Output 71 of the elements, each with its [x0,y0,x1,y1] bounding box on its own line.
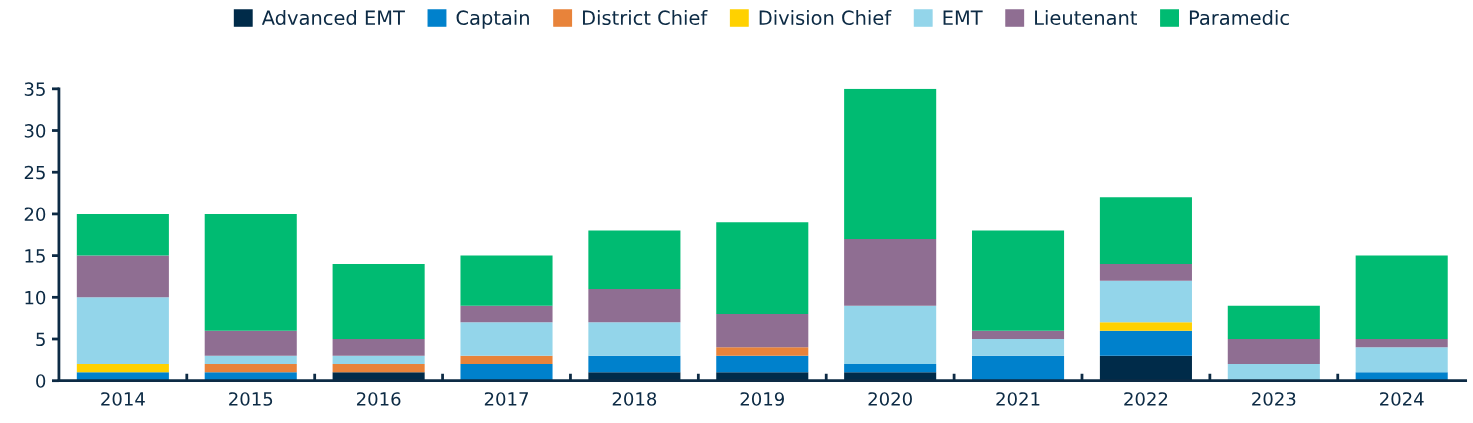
bar [844,88,937,239]
bar [332,364,425,373]
x-tick-label: 2021 [996,392,1040,406]
legend-label: Captain [456,10,529,29]
bar [1355,339,1448,348]
legend-label: District Chief [583,10,708,26]
bar [1227,339,1320,365]
x-tick-label: 2016 [356,392,401,406]
bar [460,364,553,381]
bar [972,330,1065,339]
bar [332,263,425,339]
legend-label: EMT [943,10,983,25]
x-tick-label: 2014 [101,392,145,406]
bar [332,339,425,356]
bar [76,213,169,256]
x-tick-label: 2015 [229,392,273,406]
x-tick-label: 2022 [1124,392,1168,406]
bar [716,222,809,314]
bar [460,305,553,323]
bar [844,305,937,365]
legend-label: Paramedic [1189,10,1289,26]
bar [204,364,297,373]
y-tick-label: 5 [36,332,45,347]
y-tick-label: 0 [36,374,46,388]
legend-label: Division Chief [759,10,892,26]
y-tick-label: 25 [24,165,45,180]
bar [1227,305,1320,339]
y-tick-label: 30 [24,123,46,138]
x-tick-label: 2024 [1380,392,1424,406]
bar [204,213,297,331]
bar [76,297,169,365]
bar [588,322,681,356]
bar [76,255,169,298]
bar [972,355,1065,381]
x-tick-label: 2019 [740,392,784,406]
bar [460,355,553,365]
x-tick-label: 2020 [868,392,912,406]
bar [1099,280,1192,323]
legend-label: Lieutenant [1035,10,1138,26]
bar [588,230,681,289]
bar [588,355,681,373]
x-tick-label: 2018 [612,392,657,406]
bar [1355,255,1448,339]
bar [716,355,809,373]
bar [844,238,937,306]
y-tick-label: 10 [25,290,46,305]
bar [972,230,1065,331]
y-tick-label: 35 [24,82,45,96]
bar [1355,347,1448,373]
bar [716,313,809,348]
bar [332,355,425,365]
bar [204,330,297,356]
bar [76,364,169,373]
bar [1099,263,1192,281]
bar [1099,355,1192,381]
bar [1227,364,1320,381]
bar [844,364,937,373]
bar [1099,197,1192,264]
x-tick-label: 2023 [1252,392,1296,406]
bar [204,355,297,365]
bar [1099,322,1192,331]
y-tick-label: 15 [25,249,45,263]
bar [588,288,681,323]
legend-label: Advanced EMT [261,10,405,26]
bar [1099,330,1192,356]
bar [460,322,553,356]
x-tick-label: 2017 [484,392,528,406]
bar [972,339,1065,356]
bar [460,255,553,306]
bar [716,347,809,356]
y-tick-label: 20 [24,207,46,222]
